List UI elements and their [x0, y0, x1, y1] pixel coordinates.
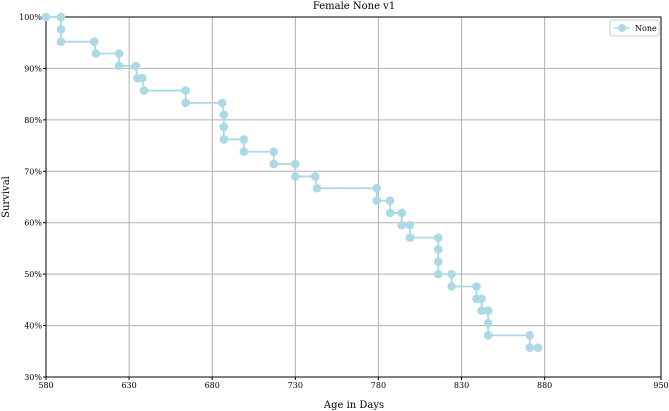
x-tick-label: 950 [653, 381, 668, 390]
y-tick-label: 60% [24, 219, 42, 228]
x-tick-label: 780 [371, 381, 386, 390]
data-point [397, 208, 407, 218]
x-axis-ticks: 580 630 680 730 780 830 880 950 [38, 377, 669, 390]
data-point [56, 12, 66, 22]
data-point [525, 331, 534, 340]
data-point [291, 159, 300, 169]
data-point [397, 220, 407, 230]
data-point [372, 196, 382, 205]
x-axis-title: Age in Days [323, 400, 384, 411]
data-point [385, 196, 395, 205]
data-point [114, 61, 124, 71]
y-tick-label: 100% [19, 13, 42, 22]
grid-lines [45, 16, 662, 378]
data-point [433, 245, 443, 254]
series-layer [41, 12, 543, 352]
x-tick-label: 680 [205, 381, 220, 390]
data-point [219, 110, 229, 120]
y-tick-label: 80% [24, 116, 42, 125]
data-point [131, 61, 141, 71]
y-tick-label: 90% [24, 64, 42, 73]
x-tick-label: 630 [121, 381, 136, 390]
data-point [181, 86, 190, 95]
data-point [181, 98, 190, 108]
data-point [433, 233, 443, 242]
legend: None [609, 19, 660, 37]
data-point [447, 269, 456, 279]
data-point [56, 25, 66, 34]
data-point [433, 269, 443, 279]
data-point [433, 257, 443, 267]
data-point [41, 12, 51, 22]
x-tick-label: 830 [454, 381, 469, 390]
y-axis-ticks: 30% 40% 50% 60% 70% 80% 90% 100% [19, 13, 46, 382]
data-point [310, 172, 320, 181]
data-point [483, 318, 493, 328]
data-point [405, 220, 415, 230]
legend-label: None [635, 24, 657, 33]
data-point [219, 122, 229, 132]
data-point [291, 172, 300, 181]
data-point [138, 73, 147, 83]
y-tick-label: 40% [24, 322, 42, 331]
data-point [239, 147, 249, 157]
y-tick-label: 30% [24, 373, 42, 382]
y-tick-label: 50% [24, 270, 42, 279]
data-point [114, 49, 124, 58]
data-point [91, 49, 101, 58]
data-point [269, 147, 279, 157]
y-tick-label: 70% [24, 167, 42, 176]
plot-frame [45, 16, 662, 378]
data-point [477, 306, 486, 315]
legend-box [609, 19, 660, 37]
data-point [217, 98, 227, 108]
data-point [372, 183, 382, 193]
chart-title: Female None v1 [313, 1, 395, 12]
data-point [483, 331, 493, 340]
data-point [405, 233, 415, 242]
data-point [219, 135, 229, 144]
y-axis-title: Survival [1, 176, 12, 218]
data-point [533, 343, 543, 352]
legend-swatch-marker [618, 24, 626, 32]
data-point [139, 86, 149, 95]
data-point [447, 282, 456, 291]
data-point [312, 183, 322, 193]
x-tick-label: 580 [38, 381, 53, 390]
data-point [385, 208, 395, 218]
x-tick-label: 880 [537, 381, 552, 390]
x-tick-label: 730 [288, 381, 303, 390]
data-point [477, 294, 486, 304]
data-point [89, 37, 99, 46]
data-point [269, 159, 279, 169]
data-point [483, 306, 493, 315]
data-point [239, 135, 249, 144]
data-point [472, 282, 481, 291]
data-point [525, 343, 534, 352]
data-point [56, 37, 66, 46]
